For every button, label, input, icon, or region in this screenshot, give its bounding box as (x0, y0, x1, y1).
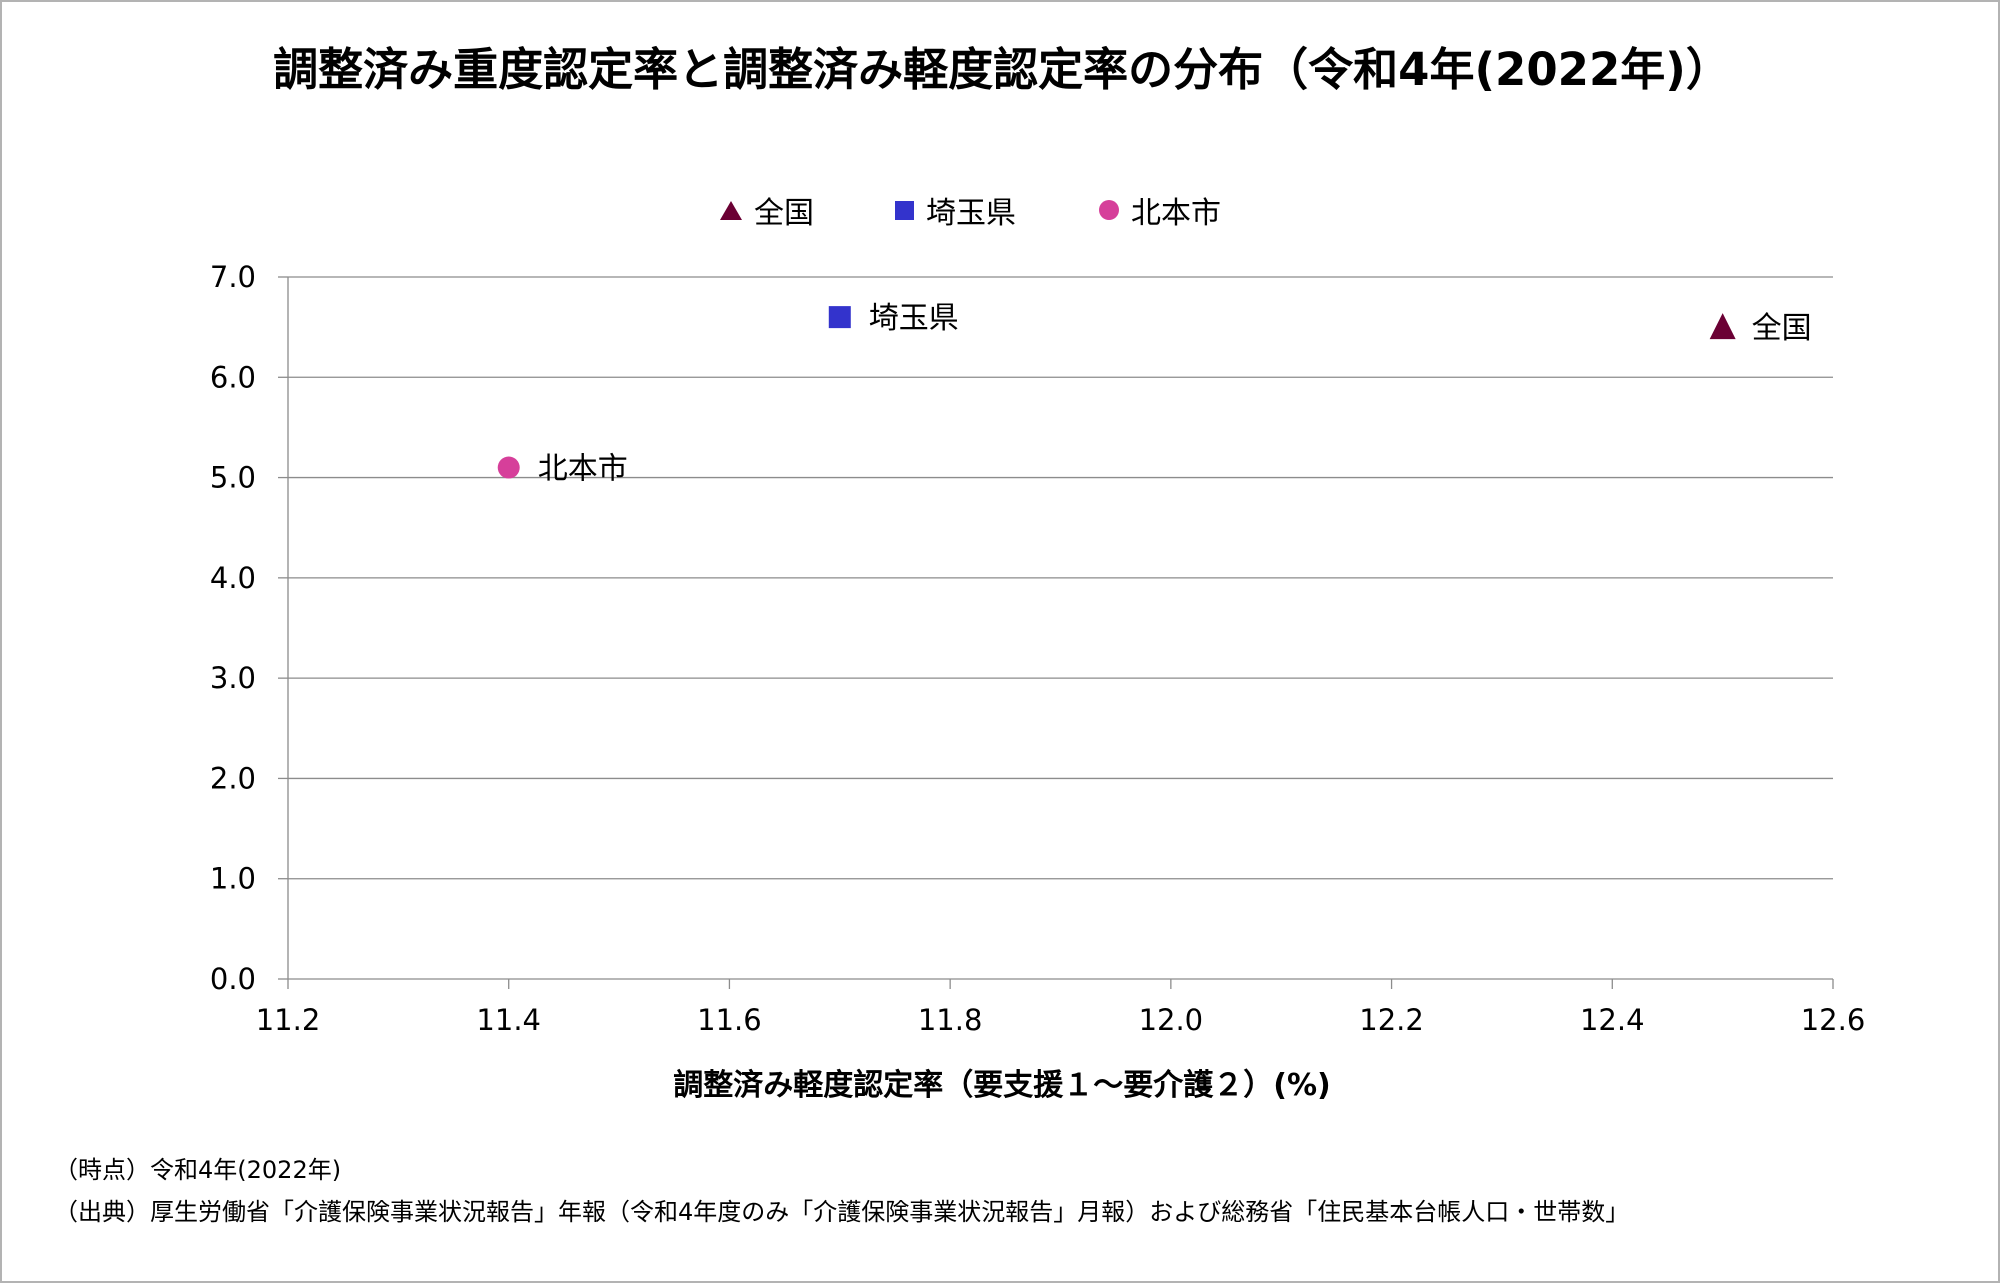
x-tick-label: 12.2 (1359, 1003, 1424, 1037)
data-point (497, 456, 520, 479)
x-tick-label: 11.2 (256, 1003, 321, 1037)
data-label: 北本市 (538, 452, 628, 487)
legend-label: 北本市 (1131, 196, 1221, 231)
data-label: 全国 (1752, 311, 1812, 346)
y-tick-label: 0.0 (210, 962, 256, 996)
square-marker-icon (895, 200, 914, 220)
legend-label: 全国 (754, 196, 814, 231)
x-tick-label: 12.0 (1139, 1003, 1204, 1037)
y-tick-label: 7.0 (210, 260, 256, 294)
note-time: （時点）令和4年(2022年) (54, 1156, 342, 1184)
y-tick-label: 3.0 (210, 661, 256, 695)
legend-item-saitama: 埼玉県 (895, 185, 1016, 235)
data-point (1709, 313, 1736, 340)
x-tick-label: 11.8 (918, 1003, 983, 1037)
legend-label: 埼玉県 (926, 196, 1016, 231)
x-tick-label: 11.6 (697, 1003, 762, 1037)
data-point (828, 306, 851, 329)
y-tick-label: 6.0 (210, 360, 256, 394)
y-tick-label: 1.0 (210, 862, 256, 896)
legend-item-national: 全国 (720, 185, 814, 235)
data-label: 埼玉県 (869, 301, 959, 336)
x-axis-title: 調整済み軽度認定率（要支援１～要介護２）(%) (673, 1068, 1331, 1103)
legend-item-kitamoto: 北本市 (1099, 185, 1221, 235)
triangle-marker-icon (720, 200, 742, 220)
x-tick-label: 12.6 (1801, 1003, 1866, 1037)
circle-marker-icon (1099, 200, 1119, 220)
x-tick-label: 11.4 (476, 1003, 541, 1037)
x-tick-label: 12.4 (1580, 1003, 1645, 1037)
chart-legend: 全国 埼玉県 北本市 (2, 185, 1998, 235)
chart-title: 調整済み重度認定率と調整済み軽度認定率の分布（令和4年(2022年)） (273, 43, 1731, 96)
y-tick-label: 5.0 (210, 461, 256, 495)
y-tick-label: 2.0 (210, 761, 256, 795)
note-source: （出典）厚生労働省「介護保険事業状況報告」年報（令和4年度のみ「介護保険事業状況… (54, 1198, 1630, 1226)
y-tick-label: 4.0 (210, 561, 256, 595)
